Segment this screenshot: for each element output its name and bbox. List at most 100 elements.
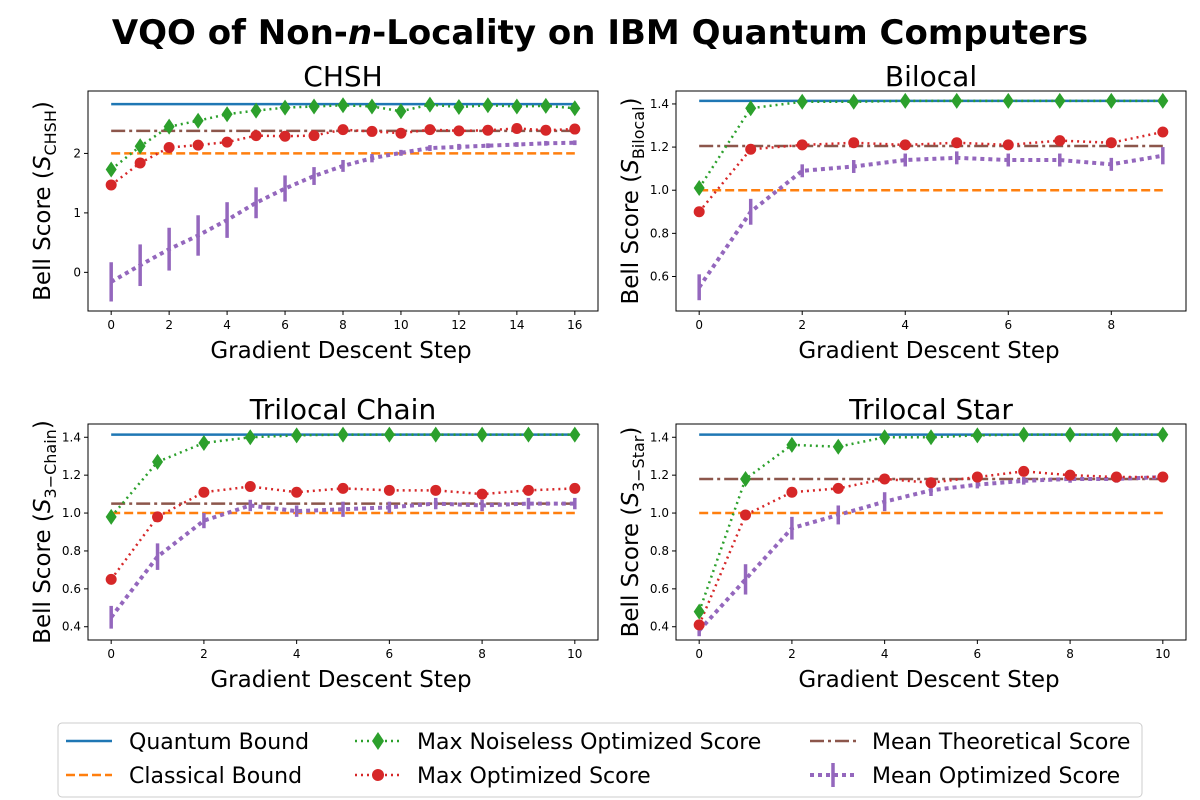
y-tick-label: 1.0 [650, 506, 669, 520]
y-axis-label: Bell Score (S3−Star) [618, 427, 648, 638]
max-noiseless-point [786, 436, 798, 453]
max-noiseless-point [279, 99, 291, 116]
y-axis-label-suffix: ) [30, 101, 56, 110]
max-optimized-point [337, 124, 349, 136]
max-noiseless-point [951, 92, 963, 109]
y-tick-label: 1.4 [650, 97, 669, 111]
legend: Quantum Bound Classical Bound Max Noisel… [57, 722, 1143, 798]
max-optimized-point [366, 125, 378, 137]
panel-3: Trilocal Chain 0 2 4 6 8 10 0.4 0.6 0.8 1.0 1.2 1.4 G… [30, 393, 599, 693]
max-optimized-point [1002, 139, 1014, 151]
y-axis-label: Bell Score (S3−Chain) [30, 420, 60, 644]
max-noiseless-point [244, 429, 256, 446]
max-noiseless-point [430, 426, 442, 443]
x-tick-label: 10 [1155, 647, 1170, 661]
max-optimized-point [745, 143, 757, 155]
max-optimized-point [279, 130, 291, 142]
max-noiseless-point [105, 161, 117, 178]
max-noiseless-point [1054, 92, 1066, 109]
figure-title-part-1: VQO of Non- [112, 13, 348, 53]
max-noiseless-point [796, 93, 808, 110]
y-axis-label-symbol: S [30, 156, 56, 171]
legend-label-quantum: Quantum Bound [129, 730, 309, 755]
x-axis-label: Gradient Descent Step [798, 667, 1059, 693]
max-noiseless-point [540, 97, 552, 114]
x-axis-label: Gradient Descent Step [210, 338, 471, 364]
plot-area [105, 96, 581, 302]
max-optimized-point [424, 124, 436, 136]
max-optimized-point [383, 484, 395, 496]
x-axis-label: Gradient Descent Step [210, 667, 471, 693]
legend-label-optimized: Max Optimized Score [417, 764, 651, 789]
y-tick-label: 0 [73, 265, 81, 279]
max-noiseless-point [971, 427, 983, 444]
mean-optimized-line [697, 153, 1164, 289]
max-noiseless-point [395, 103, 407, 120]
x-tick-label: 14 [509, 318, 524, 332]
max-noiseless-point [848, 93, 860, 110]
max-optimized-point [971, 471, 983, 483]
y-tick-label: 1.0 [62, 506, 81, 520]
max-optimized-point [796, 139, 808, 151]
figure-title: VQO of Non-n-Locality on IBM Quantum Com… [112, 13, 1088, 53]
max-noiseless-point [383, 426, 395, 443]
max-noiseless-point [511, 98, 523, 115]
panel-title: CHSH [303, 60, 382, 93]
plot-area [693, 426, 1169, 637]
x-axis-label: Gradient Descent Step [798, 338, 1059, 364]
x-tick-label: 6 [1004, 318, 1012, 332]
x-tick-label: 4 [881, 647, 889, 661]
max-noiseless-point [152, 453, 164, 470]
max-noiseless-point [221, 106, 233, 123]
max-optimized-point [250, 130, 262, 142]
x-tick-label: 0 [695, 318, 703, 332]
max-optimized-point [569, 482, 581, 494]
max-optimized-point [163, 141, 175, 153]
y-axis-label-prefix: Bell Score ( [30, 170, 56, 301]
y-tick-label: 0.6 [650, 582, 669, 596]
y-tick-label: 0.4 [62, 620, 81, 634]
max-noiseless-point [198, 434, 210, 451]
max-noiseless-point [745, 100, 757, 117]
x-tick-label: 12 [451, 318, 466, 332]
max-optimized-point [899, 139, 911, 151]
y-axis-label-suffix: ) [618, 97, 644, 106]
max-noiseless-point [337, 426, 349, 443]
max-noiseless-point [879, 429, 891, 446]
x-tick-label: 4 [901, 318, 909, 332]
y-axis-label-prefix: Bell Score ( [618, 507, 644, 638]
x-tick-label: 10 [567, 647, 582, 661]
max-noiseless-line [110, 103, 575, 171]
max-noiseless-point [1064, 426, 1076, 443]
max-optimized-point [522, 484, 534, 496]
max-optimized-line [110, 127, 575, 186]
max-noiseless-point [476, 426, 488, 443]
panel-title: Trilocal Star [848, 393, 1013, 426]
max-optimized-point [1018, 465, 1030, 477]
x-tick-label: 8 [1107, 318, 1115, 332]
max-optimized-point [430, 484, 442, 496]
axes-frame [675, 90, 1187, 312]
panel-4: Trilocal Star 0 2 4 6 8 10 0.4 0.6 0.8 1.0 1.2 1.4 Gr… [618, 393, 1187, 693]
y-axis-label-symbol: S [618, 492, 644, 507]
y-tick-label: 1.4 [650, 430, 669, 444]
max-noiseless-line [698, 433, 1163, 612]
y-axis-label-suffix: ) [30, 420, 56, 429]
y-axis-label-symbol: S [618, 159, 644, 174]
axes-frame [675, 423, 1187, 641]
max-noiseless-point [134, 138, 146, 155]
max-noiseless-point [1110, 426, 1122, 443]
y-tick-label: 1 [73, 206, 81, 220]
legend-label-mean-optimized: Mean Optimized Score [872, 764, 1120, 789]
y-axis-label-suffix: ) [618, 427, 644, 436]
x-tick-label: 2 [200, 647, 208, 661]
max-optimized-point [476, 488, 488, 500]
max-optimized-point [693, 206, 705, 218]
legend-handle-noiseless-marker [372, 732, 384, 750]
max-optimized-line [110, 485, 575, 581]
max-optimized-point [511, 122, 523, 134]
max-noiseless-point [105, 508, 117, 525]
plot-area [693, 92, 1169, 301]
